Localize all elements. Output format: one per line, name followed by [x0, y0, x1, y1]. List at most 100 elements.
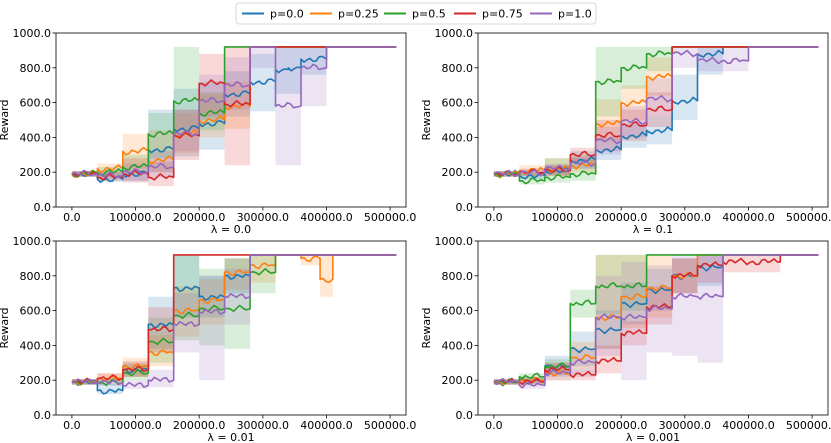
legend-label-p=0.5: p=0.5 — [412, 8, 446, 21]
x-tick-label: 0.0 — [63, 419, 81, 432]
subplot-4: 0.0 100000.0 200000.0 300000.0 400000.0 50000… — [420, 235, 831, 443]
y-tick-label: 800.0 — [20, 270, 52, 283]
y-tick-label: 0.0 — [456, 201, 474, 214]
axes-frame — [477, 32, 829, 208]
y-tick-label: 600.0 — [442, 305, 474, 318]
y-tick-label: 200.0 — [20, 374, 52, 387]
y-tick-label: 0.0 — [456, 409, 474, 422]
series-line-p=0.0 — [493, 46, 819, 180]
x-tick-label: 400000.0 — [300, 419, 353, 432]
axes-frame — [55, 240, 407, 416]
legend-label-p=1.0: p=1.0 — [558, 8, 592, 21]
y-tick-label: 800.0 — [20, 62, 52, 75]
legend-label-p=0.0: p=0.0 — [270, 8, 304, 21]
y-tick-label: 1000.0 — [435, 27, 474, 40]
x-tick-label: 200000.0 — [595, 419, 648, 432]
y-tick-label: 600.0 — [442, 97, 474, 110]
legend-label-p=0.25: p=0.25 — [338, 8, 379, 21]
y-tick-label: 600.0 — [20, 305, 52, 318]
x-axis-label: λ = 0.001 — [626, 431, 680, 443]
y-tick-label: 400.0 — [442, 339, 474, 352]
x-tick-label: 0.0 — [63, 211, 81, 224]
band-p=0.5 — [71, 46, 397, 178]
x-tick-label: 300000.0 — [237, 211, 290, 224]
series-line-p=0.75 — [493, 254, 819, 386]
subplot-grid: 0.0 100000.0 200000.0 300000.0 400000.0 50000… — [0, 27, 831, 443]
band-p=1.0 — [71, 46, 397, 181]
legend-label-p=0.75: p=0.75 — [482, 8, 523, 21]
band-p=0.0 — [71, 254, 397, 395]
series-line-p=0.25 — [71, 46, 397, 178]
y-tick-label: 800.0 — [442, 270, 474, 283]
band-p=1.0 — [493, 254, 819, 389]
legend-box — [235, 2, 597, 25]
x-tick-label: 300000.0 — [237, 419, 290, 432]
plot-area — [493, 46, 819, 185]
x-tick-label: 100000.0 — [531, 211, 584, 224]
band-p=0.25 — [71, 254, 397, 385]
band-p=0.75 — [493, 254, 819, 386]
series-line-p=1.0 — [71, 46, 397, 179]
x-tick-label: 100000.0 — [109, 211, 162, 224]
band-p=0.0 — [493, 254, 819, 385]
y-tick-label: 400.0 — [20, 131, 52, 144]
band-p=0.25 — [71, 46, 397, 177]
subplot-1: 0.0 100000.0 200000.0 300000.0 400000.0 50000… — [0, 27, 416, 236]
y-tick-label: 0.0 — [34, 409, 52, 422]
x-axis-label: λ = 0.01 — [207, 431, 254, 443]
y-axis-label: Reward — [0, 100, 11, 141]
x-axis-label: λ = 0.0 — [211, 223, 251, 236]
y-tick-label: 200.0 — [20, 166, 52, 179]
x-tick-label: 300000.0 — [659, 211, 712, 224]
y-tick-label: 1000.0 — [13, 27, 52, 40]
axes-frame — [55, 32, 407, 208]
band-p=0.75 — [71, 46, 397, 187]
series-line-p=1.0 — [71, 254, 397, 388]
plot-area — [493, 254, 819, 389]
band-p=1.0 — [71, 254, 397, 389]
x-tick-label: 500000.0 — [786, 419, 831, 432]
x-tick-label: 500000.0 — [786, 211, 831, 224]
band-p=0.75 — [493, 46, 819, 177]
x-tick-label: 300000.0 — [659, 419, 712, 432]
plot-area — [71, 46, 397, 187]
axes-frame — [477, 240, 829, 416]
x-tick-label: 200000.0 — [173, 211, 226, 224]
y-tick-label: 800.0 — [442, 62, 474, 75]
y-tick-label: 400.0 — [442, 131, 474, 144]
x-tick-label: 100000.0 — [109, 419, 162, 432]
y-tick-label: 200.0 — [442, 374, 474, 387]
y-tick-label: 1000.0 — [13, 235, 52, 248]
y-tick-label: 200.0 — [442, 166, 474, 179]
band-p=0.25 — [493, 254, 819, 385]
band-p=0.25 — [493, 46, 819, 177]
x-tick-label: 500000.0 — [364, 211, 417, 224]
subplot-2: 0.0 100000.0 200000.0 300000.0 400000.0 50000… — [420, 27, 831, 236]
x-tick-label: 0.0 — [485, 419, 503, 432]
y-tick-label: 400.0 — [20, 339, 52, 352]
series-line-p=0.5 — [71, 46, 397, 178]
x-tick-label: 200000.0 — [173, 419, 226, 432]
x-tick-label: 100000.0 — [531, 419, 584, 432]
legend: p=0.0 p=0.25 p=0.5 p=0.75 p=1.0 — [235, 2, 597, 25]
x-tick-label: 400000.0 — [300, 211, 353, 224]
y-tick-label: 600.0 — [20, 97, 52, 110]
y-axis-label: Reward — [420, 100, 433, 141]
subplot-3: 0.0 100000.0 200000.0 300000.0 400000.0 50000… — [0, 235, 416, 443]
x-tick-label: 500000.0 — [364, 419, 417, 432]
y-tick-label: 1000.0 — [435, 235, 474, 248]
band-p=0.0 — [71, 46, 397, 182]
y-axis-label: Reward — [420, 308, 433, 349]
series-line-p=0.25 — [493, 46, 819, 179]
series-line-p=1.0 — [493, 46, 819, 178]
y-tick-label: 0.0 — [34, 201, 52, 214]
y-axis-label: Reward — [0, 308, 11, 349]
series-line-p=1.0 — [493, 254, 819, 389]
x-tick-label: 400000.0 — [722, 211, 775, 224]
series-line-p=0.5 — [493, 254, 819, 385]
x-tick-label: 0.0 — [485, 211, 503, 224]
series-line-p=0.5 — [493, 46, 819, 185]
x-tick-label: 200000.0 — [595, 211, 648, 224]
x-axis-label: λ = 0.1 — [633, 223, 673, 236]
